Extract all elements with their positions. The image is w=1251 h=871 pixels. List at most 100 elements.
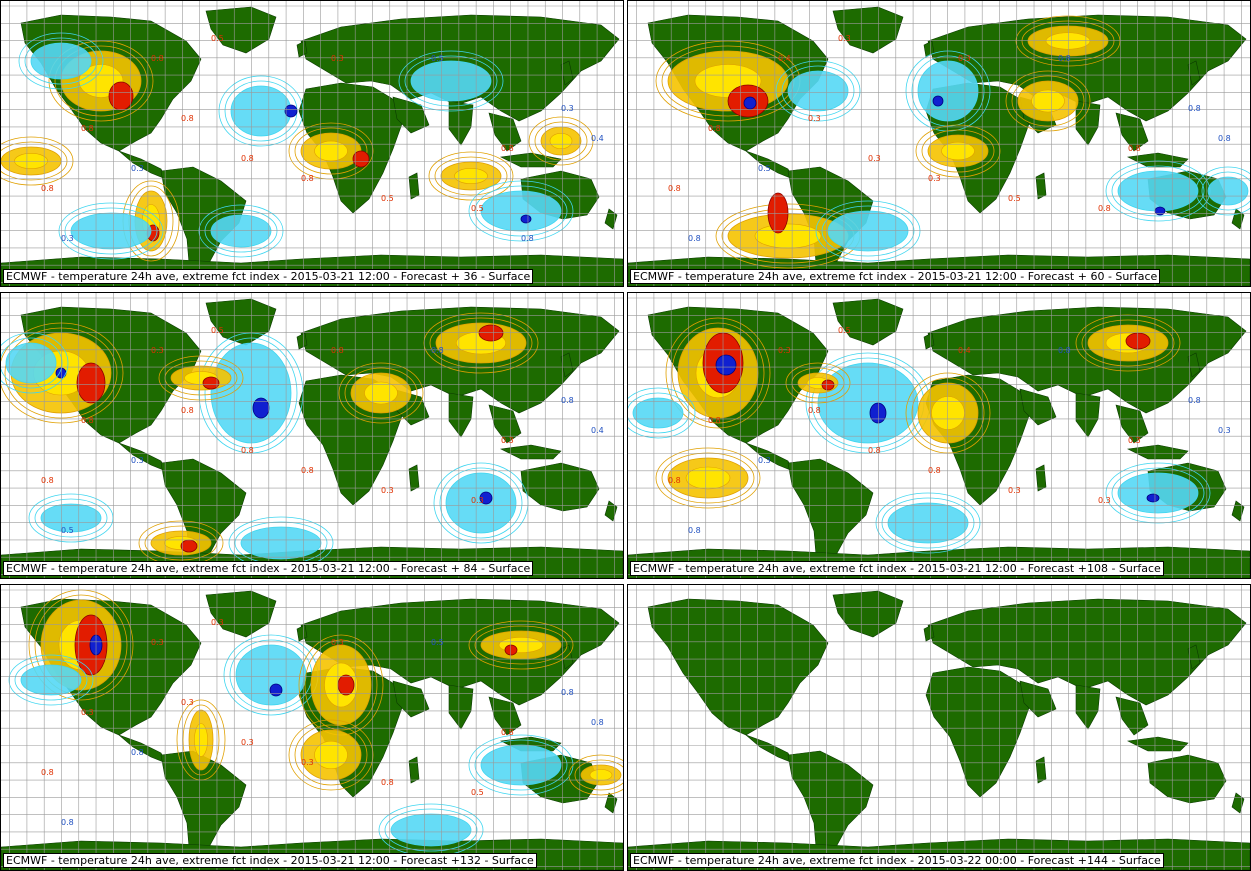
cold-anomaly-area	[827, 210, 909, 252]
landmass-indonesia	[1126, 736, 1189, 752]
cold-anomaly-contour	[815, 200, 921, 262]
landmass-australia	[1147, 754, 1227, 804]
contour-label: 0.4	[591, 134, 604, 143]
cold-anomaly-contour	[58, 202, 164, 260]
landmass-greenland	[205, 590, 277, 638]
map-caption: ECMWF - temperature 24h ave, extreme fct…	[630, 561, 1164, 576]
warm-anomaly-contour	[182, 704, 220, 776]
landmass-india	[1075, 100, 1101, 146]
landmass-eurasia	[927, 14, 1247, 122]
contour-label: 0.3	[561, 104, 574, 113]
cold-anomaly-contour	[821, 205, 915, 257]
contour-label: 0.5	[61, 526, 74, 535]
cold-anomaly-area	[1117, 170, 1199, 212]
warm-anomaly-contour	[1005, 70, 1091, 132]
map-panel-forecast-132: 0.3 0.8 0.8 0.3 0.5 0.8 0.3 0.8 0.8 0.3 0.8 0.3 0.5 0…	[0, 584, 624, 871]
contour-label: 0.8	[151, 54, 164, 63]
warm-anomaly-contour	[468, 620, 574, 670]
hot-anomaly-area	[337, 674, 355, 696]
warm-anomaly-contour	[665, 317, 771, 429]
landmass-new-zealand	[1231, 500, 1245, 522]
extreme-cold-area	[869, 402, 887, 424]
map-panel-forecast-36: 0.8 0.3 0.8 0.5 0.5 0.8 0.8 0.3 0.5 0.8 0.4 0.8 0.5 0…	[0, 0, 624, 287]
warm-anomaly-core	[931, 396, 965, 430]
landmass-madagascar	[1035, 756, 1047, 784]
landmass-new-zealand	[1231, 208, 1245, 230]
contour-label: 0.8	[241, 446, 254, 455]
warm-anomaly-contour	[1, 141, 68, 181]
warm-anomaly-contour	[921, 129, 995, 173]
landmass-india	[448, 100, 474, 146]
landmass-africa	[925, 666, 1031, 798]
contour-label: 0.8	[1188, 396, 1201, 405]
contour-label: 0.8	[1098, 204, 1111, 213]
extreme-cold-area	[284, 104, 298, 118]
contour-label: 0.8	[668, 184, 681, 193]
cold-anomaly-contour	[781, 65, 855, 117]
cold-anomaly-contour	[218, 75, 304, 147]
map-canvas	[628, 585, 1250, 870]
contour-label: 0.4	[591, 426, 604, 435]
cold-anomaly-area	[5, 342, 57, 384]
cold-anomaly-area	[887, 502, 969, 544]
extreme-cold-area	[479, 491, 493, 505]
cold-anomaly-contour	[1201, 171, 1250, 211]
cold-anomaly-contour	[204, 209, 278, 253]
landmass-arabia	[1019, 680, 1057, 718]
contour-label: 0.3	[868, 154, 881, 163]
cold-anomaly-contour	[468, 180, 574, 242]
hot-anomaly-area	[352, 150, 370, 168]
cold-anomaly-area	[240, 526, 322, 560]
landmass-greenland	[832, 298, 904, 346]
hot-anomaly-area	[767, 192, 789, 234]
landmass-eurasia	[927, 598, 1247, 706]
contour-label: 0.3	[1008, 486, 1021, 495]
map-canvas: 0.8 0.3 0.8 0.5 0.8 0.3 0.8 0.8 0.3 0.8 0.3 0.8 0.3 0…	[628, 293, 1250, 578]
warm-anomaly-core	[454, 168, 488, 185]
landmass-australia	[520, 462, 600, 512]
contour-label: 0.8	[561, 396, 574, 405]
cold-anomaly-contour	[1, 337, 63, 389]
warm-anomaly-contour	[534, 121, 588, 161]
hot-anomaly-area	[180, 539, 198, 553]
cold-anomaly-area	[1117, 472, 1199, 514]
warm-anomaly-contour	[671, 322, 765, 424]
extreme-cold-area	[252, 397, 270, 419]
landmass-se-asia	[488, 404, 522, 444]
contour-label: 0.5	[758, 164, 771, 173]
map-panel-forecast-108: 0.8 0.3 0.8 0.5 0.8 0.3 0.8 0.8 0.3 0.8 0.3 0.8 0.3 0…	[627, 292, 1251, 579]
contour-label: 0.3	[331, 638, 344, 647]
warm-anomaly-contour	[54, 45, 148, 117]
warm-anomaly-core	[589, 769, 613, 781]
warm-anomaly-contour	[474, 625, 568, 665]
cold-anomaly-contour	[1111, 467, 1205, 519]
landmass-japan	[560, 352, 574, 378]
map-canvas: 0.8 0.5 0.8 0.3 0.8 0.8 0.3 0.8 0.5 0.3 0.8 0.3 0.8 0…	[628, 1, 1250, 286]
cold-anomaly-contour	[18, 32, 104, 90]
contour-label: 0.8	[331, 346, 344, 355]
warm-anomaly-contour	[338, 362, 424, 424]
cold-anomaly-contour	[474, 739, 568, 791]
contour-label: 0.8	[708, 124, 721, 133]
cold-anomaly-contour	[384, 808, 478, 852]
contour-label: 0.3	[1098, 496, 1111, 505]
warm-anomaly-contour	[288, 719, 374, 791]
contour-label: 0.8	[708, 416, 721, 425]
landmass-japan	[560, 644, 574, 670]
landmass-japan	[560, 60, 574, 86]
contour-label: 0.8	[41, 476, 54, 485]
warm-anomaly-core	[549, 133, 573, 150]
cold-anomaly-contour	[404, 55, 498, 107]
warm-anomaly-contour	[304, 639, 378, 731]
landmass-britain	[923, 332, 935, 350]
cold-anomaly-contour	[1, 332, 69, 394]
hot-anomaly-area	[76, 362, 106, 404]
contour-label: 0.8	[241, 154, 254, 163]
landmass-india	[1075, 684, 1101, 730]
map-caption: ECMWF - temperature 24h ave, extreme fct…	[3, 853, 537, 868]
lat-lon-grid	[1, 1, 623, 286]
cold-anomaly-area	[390, 813, 472, 847]
landmass-indonesia	[1126, 444, 1189, 460]
contour-label: 0.8	[1058, 346, 1071, 355]
extreme-cold-area	[269, 683, 283, 697]
